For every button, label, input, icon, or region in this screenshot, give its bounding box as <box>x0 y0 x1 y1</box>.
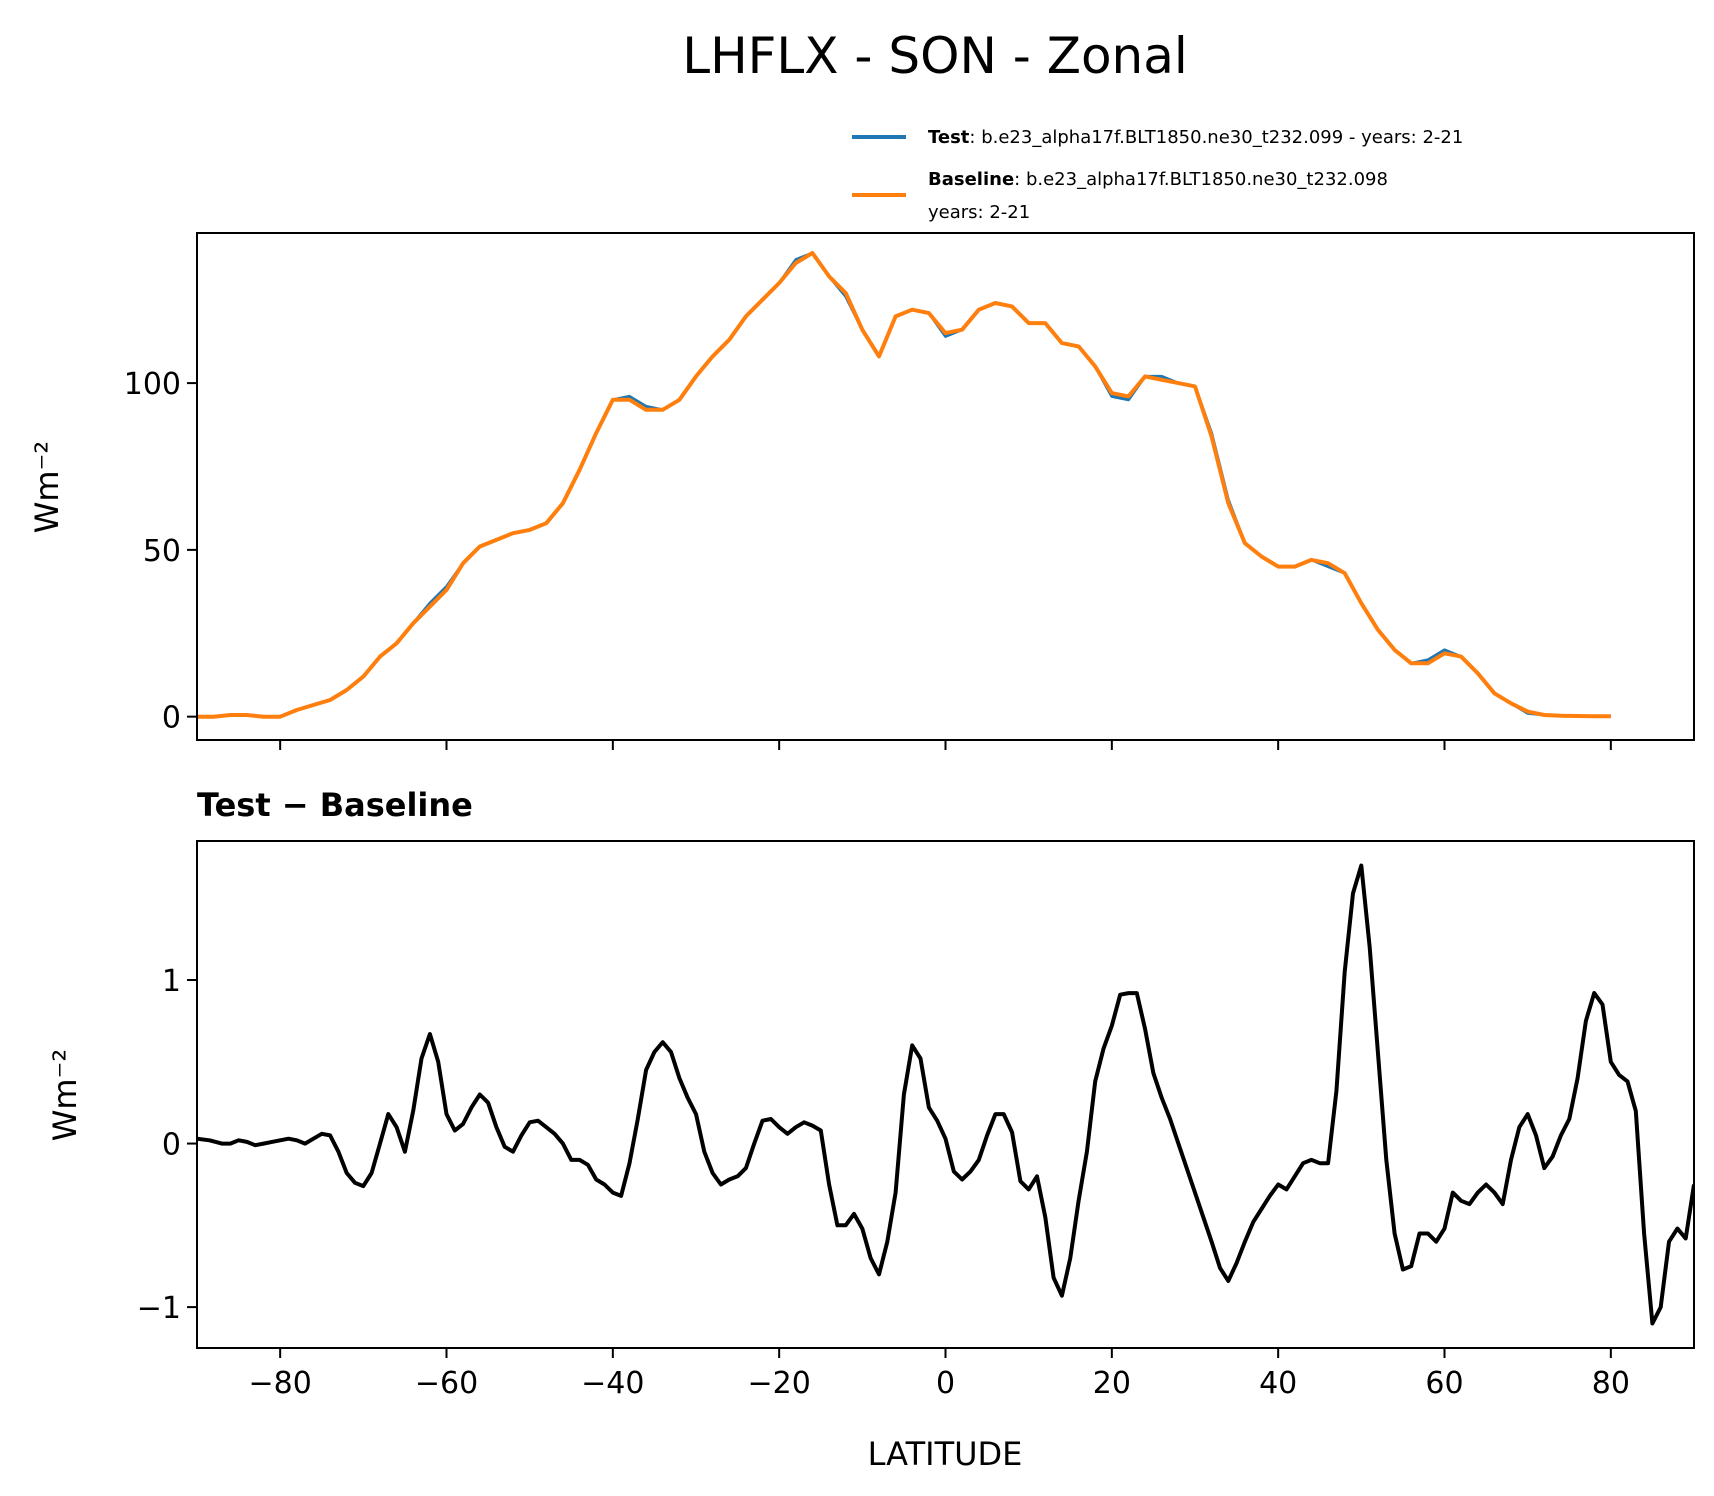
bottom-axes-frame <box>196 840 1695 1349</box>
bottom-y-axis-label: Wm⁻² <box>46 1049 84 1142</box>
legend-test-entry: Test: b.e23_alpha17f.BLT1850.ne30_t232.0… <box>928 127 1463 148</box>
bottom-panel-title: Test − Baseline <box>197 786 473 824</box>
top-y-tick-label: 0 <box>162 701 181 736</box>
top-plot-area <box>197 251 1611 719</box>
x-tick-label: −40 <box>581 1366 644 1401</box>
x-tick-label: 0 <box>936 1366 955 1401</box>
top-y-tick-label: 100 <box>124 367 181 402</box>
x-tick-label: −60 <box>415 1366 478 1401</box>
bottom-axis-ticks: −80 −60 −40 −20 0 20 40 60 80 −1 0 1 <box>137 964 1630 1401</box>
bottom-plot-area <box>197 863 1694 1326</box>
top-series-line-baseline <box>197 251 1611 719</box>
legend-baseline-text: : b.e23_alpha17f.BLT1850.ne30_t232.098 <box>1014 169 1388 190</box>
top-panel: 0 50 100 Wm⁻² <box>28 232 1695 750</box>
legend-baseline-entry: Baseline: b.e23_alpha17f.BLT1850.ne30_t2… <box>928 169 1388 190</box>
x-tick-label: −20 <box>748 1366 811 1401</box>
bottom-panel: Test − Baseline −80 −60 −40 −20 0 20 40 60 80 −1 0… <box>46 786 1695 1473</box>
top-axis-ticks: 0 50 100 <box>124 367 1612 750</box>
x-tick-label: 60 <box>1425 1366 1463 1401</box>
bottom-y-tick-label: 1 <box>162 964 181 999</box>
legend-test-label: Test <box>928 127 970 148</box>
top-axes-frame <box>196 232 1695 741</box>
figure-title: LHFLX - SON - Zonal <box>682 27 1188 85</box>
x-tick-label: 20 <box>1093 1366 1131 1401</box>
top-y-axis-label: Wm⁻² <box>28 441 66 534</box>
legend-test-text: : b.e23_alpha17f.BLT1850.ne30_t232.099 -… <box>969 127 1463 148</box>
bottom-y-tick-label: −1 <box>137 1291 181 1326</box>
x-tick-label: 80 <box>1592 1366 1630 1401</box>
bottom-y-tick-label: 0 <box>162 1128 181 1163</box>
legend: Test: b.e23_alpha17f.BLT1850.ne30_t232.0… <box>852 127 1463 223</box>
x-tick-label: −80 <box>249 1366 312 1401</box>
bottom-series-line-test-baseline <box>197 863 1694 1326</box>
legend-baseline-years: years: 2-21 <box>928 202 1030 223</box>
top-y-tick-label: 50 <box>143 534 181 569</box>
x-axis-label: LATITUDE <box>868 1435 1023 1473</box>
legend-baseline-label: Baseline <box>928 169 1014 190</box>
x-tick-label: 40 <box>1259 1366 1297 1401</box>
